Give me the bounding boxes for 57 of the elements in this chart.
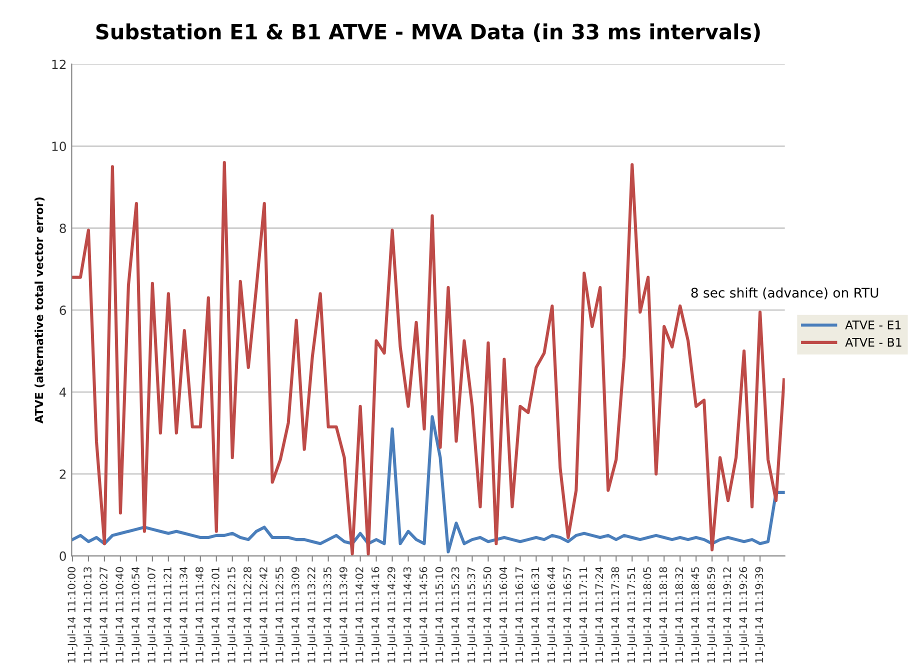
- legend-label: ATVE - B1: [845, 338, 902, 347]
- x-tick-label: 11-Jul-14 11:14:43: [403, 567, 414, 662]
- x-tick-label: 11-Jul-14 11:18:32: [675, 567, 686, 662]
- x-tick-label: 11-Jul-14 11:11:21: [163, 567, 174, 662]
- x-tick-label: 11-Jul-14 11:13:35: [323, 567, 334, 662]
- x-tick-label: 11-Jul-14 11:11:34: [179, 566, 190, 662]
- x-tick-label: 11-Jul-14 11:19:12: [723, 567, 734, 662]
- x-tick-label: 11-Jul-14 11:17:11: [579, 567, 590, 662]
- legend-label: ATVE - E1: [845, 320, 901, 330]
- annotation: 8 sec shift (advance) on RTU: [691, 287, 878, 300]
- x-tick-label: 11-Jul-14 11:11:07: [147, 567, 158, 662]
- line-series: [72, 415, 785, 554]
- x-tick-label: 11-Jul-14 11:18:45: [691, 567, 702, 662]
- x-tick-label: 11-Jul-14 11:13:49: [339, 567, 350, 662]
- x-tick-label: 11-Jul-14 11:15:10: [435, 567, 446, 662]
- y-axis-title: ATVE (alternative total vector error): [34, 198, 45, 424]
- y-tick-label: 12: [52, 60, 66, 69]
- y-tick-label: 4: [59, 388, 66, 397]
- x-tick-label: 11-Jul-14 11:19:39: [755, 567, 765, 662]
- x-tick-label: 11-Jul-14 11:16:04: [499, 566, 510, 662]
- x-tick-label: 11-Jul-14 11:12:28: [243, 567, 254, 662]
- x-tick-label: 11-Jul-14 11:10:40: [115, 567, 126, 662]
- x-tick-label: 11-Jul-14 11:16:44: [547, 566, 558, 662]
- x-tick-label: 11-Jul-14 11:15:23: [451, 567, 462, 662]
- x-tick-label: 11-Jul-14 11:14:56: [419, 567, 430, 662]
- x-tick-label: 11-Jul-14 11:16:17: [515, 567, 526, 662]
- y-tick-label: 10: [52, 142, 66, 152]
- y-tick-label: 2: [60, 469, 66, 479]
- x-tick-label: 11-Jul-14 11:16:57: [563, 567, 574, 662]
- x-tick-label: 11-Jul-14 11:17:24: [595, 566, 606, 662]
- y-tick-label: 0: [60, 551, 66, 561]
- x-tick-label: 11-Jul-14 11:14:16: [371, 567, 382, 662]
- y-tick-label: 6: [60, 306, 66, 316]
- x-tick-label: 11-Jul-14 11:17:51: [627, 567, 638, 662]
- x-tick-label: 11-Jul-14 11:18:05: [643, 567, 654, 662]
- x-tick-label: 11-Jul-14 11:12:55: [275, 567, 286, 662]
- x-tick-label: 11-Jul-14 11:12:42: [259, 567, 270, 662]
- x-tick-label: 11-Jul-14 11:16:31: [531, 567, 542, 662]
- x-tick-label: 11-Jul-14 11:10:54: [131, 566, 142, 662]
- x-tick-label: 11-Jul-14 11:15:50: [483, 567, 494, 662]
- x-tick-label: 11-Jul-14 11:14:29: [387, 567, 398, 662]
- x-tick-label: 11-Jul-14 11:13:22: [307, 567, 318, 662]
- x-tick-label: 11-Jul-14 11:15:37: [467, 567, 478, 662]
- x-tick-label: 11-Jul-14 11:11:48: [195, 567, 206, 662]
- x-tick-label: 11-Jul-14 11:12:01: [211, 567, 222, 662]
- x-tick-label: 11-Jul-14 11:10:13: [83, 567, 94, 662]
- chart-title: Substation E1 & B1 ATVE - MVA Data (in 33 ms intervals): [96, 23, 760, 42]
- x-tick-label: 11-Jul-14 11:18:59: [707, 567, 718, 662]
- y-tick-label: 8: [60, 224, 66, 234]
- x-tick-label: 11-Jul-14 11:13:09: [291, 567, 302, 662]
- x-tick-label: 11-Jul-14 11:17:38: [611, 567, 622, 662]
- x-tick-label: 11-Jul-14 11:19:26: [739, 567, 750, 662]
- x-tick-label: 11-Jul-14 11:10:00: [67, 567, 78, 662]
- x-tick-label: 11-Jul-14 11:14:02: [355, 567, 366, 662]
- x-tick-label: 11-Jul-14 11:18:18: [659, 567, 670, 662]
- x-tick-label: 11-Jul-14 11:10:27: [99, 567, 110, 662]
- x-tick-label: 11-Jul-14 11:12:15: [227, 567, 238, 662]
